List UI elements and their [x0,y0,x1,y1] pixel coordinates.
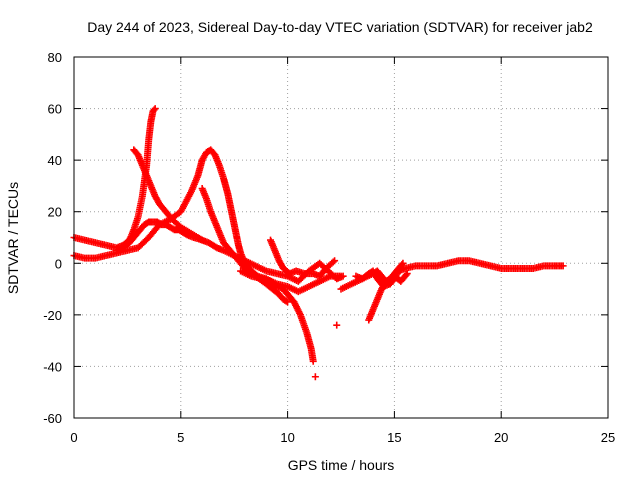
data-point [309,357,317,365]
data-point [403,270,411,278]
y-tick-label: 20 [48,205,62,220]
y-tick-label: 80 [48,50,62,65]
data-point [399,259,407,267]
chart-title: Day 244 of 2023, Sidereal Day-to-day VTE… [87,19,593,35]
x-axis-label: GPS time / hours [288,457,395,473]
x-tick-label: 10 [280,430,294,445]
y-tick-label: 0 [55,256,62,271]
y-tick-label: 40 [48,153,62,168]
y-tick-label: -40 [43,359,62,374]
y-tick-label: -60 [43,411,62,426]
y-tick-label: -20 [43,308,62,323]
series-track-f [237,267,317,365]
data-point [333,321,341,329]
data-point [559,262,567,270]
x-tick-label: 0 [70,430,77,445]
series-track-b [70,146,345,296]
x-tick-label: 5 [177,430,184,445]
data-point [329,258,337,266]
series-track-e [198,185,292,306]
y-tick-label: 60 [48,102,62,117]
x-tick-label: 25 [601,430,615,445]
data-point [398,261,406,269]
data-point [311,373,319,381]
y-axis-label: SDTVAR / TECUs [5,182,21,294]
series-track-g [267,236,339,280]
data-point [150,106,158,114]
data-points [70,105,567,381]
data-point [339,272,347,280]
data-point [284,298,292,306]
plot-frame [73,56,609,419]
data-point [151,105,159,113]
x-tick-label: 15 [387,430,401,445]
series-track-j [365,259,407,324]
data-point [402,271,410,279]
axis-ticks: 0 5 10 15 20 25 -60 -40 -20 0 20 40 60 80 [43,50,615,445]
data-point [282,297,290,305]
x-tick-label: 20 [494,430,508,445]
data-point [331,257,339,265]
series-outliers [311,321,341,381]
